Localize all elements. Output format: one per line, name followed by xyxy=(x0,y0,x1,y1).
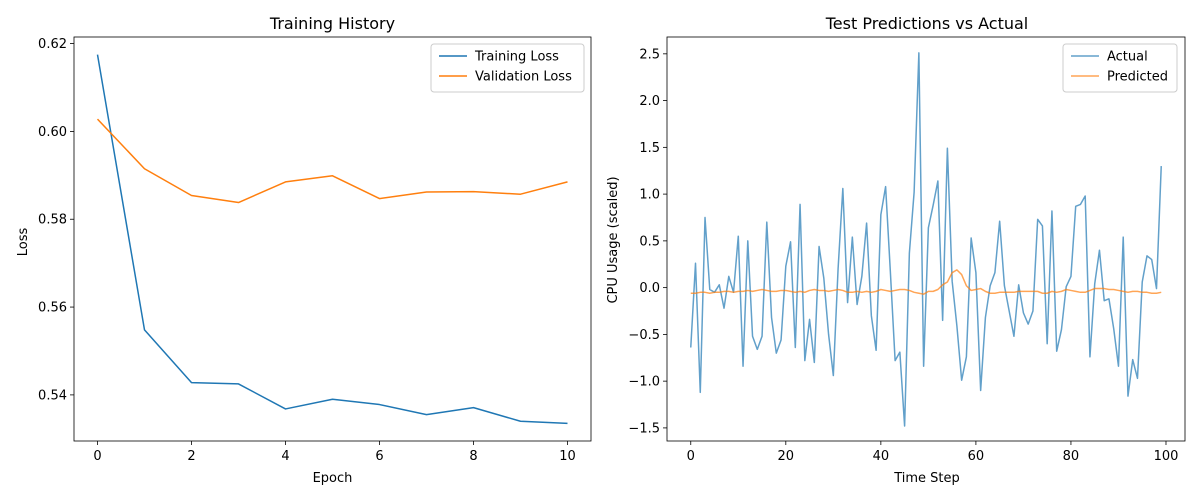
training-history-legend-box xyxy=(430,43,585,93)
test-predictions-ytick-label: 1.5 xyxy=(639,141,660,156)
test-predictions-xtick-label: 80 xyxy=(1063,449,1080,464)
training-history-legend-label: Validation Loss xyxy=(475,70,572,85)
test-predictions-ylabel: CPU Usage (scaled) xyxy=(606,176,621,303)
test-predictions-ytick-label: 0.0 xyxy=(639,281,660,296)
training-history-series-validation-loss xyxy=(96,118,568,204)
test-predictions-ytick-label: −1.0 xyxy=(628,375,660,390)
test-predictions-ytick-label: −1.5 xyxy=(628,421,660,436)
test-predictions-ytick-label: 1.0 xyxy=(639,188,660,203)
test-predictions-xlabel: Time Step xyxy=(893,471,960,486)
test-predictions-plot-area: 0 20 40 60 80 100 −1.5 −1.0 −0.5 0.0 0.5 1.0 1.5 2.0 2… xyxy=(628,36,1186,464)
training-history-xlabel: Epoch xyxy=(313,471,353,486)
test-predictions-ytick-label: 2.5 xyxy=(639,47,660,62)
test-predictions-ytick-label: −0.5 xyxy=(628,328,660,343)
test-predictions-title: Test Predictions vs Actual xyxy=(825,14,1029,33)
training-history-ytick-label: 0.58 xyxy=(38,213,67,228)
training-history-ytick-label: 0.60 xyxy=(38,125,67,140)
training-history-ylabel: Loss xyxy=(16,228,31,257)
test-predictions-xtick-label: 100 xyxy=(1154,449,1179,464)
training-history-legend: Training Loss Validation Loss xyxy=(430,43,585,93)
training-history-xtick-label: 2 xyxy=(187,449,195,464)
training-history-ytick-label: 0.56 xyxy=(38,301,67,316)
test-predictions-legend-label: Actual xyxy=(1107,50,1148,65)
test-predictions-legend: Actual Predicted xyxy=(1062,43,1178,93)
training-history-axes-frame xyxy=(73,36,592,442)
test-predictions-ytick-label: 2.0 xyxy=(639,94,660,109)
training-history-title: Training History xyxy=(269,14,395,33)
training-history-xtick-label: 6 xyxy=(375,449,383,464)
test-predictions-xtick-label: 60 xyxy=(968,449,985,464)
test-predictions-ytick-label: 0.5 xyxy=(639,234,660,249)
training-history-legend-label: Training Loss xyxy=(474,50,559,65)
test-predictions-xtick-label: 20 xyxy=(778,449,795,464)
training-history-ytick-label: 0.54 xyxy=(38,388,67,403)
training-history-xtick-label: 8 xyxy=(469,449,477,464)
training-history-ytick-label: 0.62 xyxy=(38,37,67,52)
training-history-panel: Training History Epoch Loss 0 2 4 6 8 100.540… xyxy=(16,14,592,486)
test-predictions-legend-label: Predicted xyxy=(1107,70,1168,85)
training-history-xtick-label: 4 xyxy=(281,449,289,464)
test-predictions-xtick-label: 0 xyxy=(687,449,695,464)
training-history-plot-area: 0 2 4 6 8 10 0.54 0.56 0.58 0.60 0.62 Training Loss… xyxy=(38,36,592,464)
test-predictions-series-actual xyxy=(690,52,1162,427)
training-history-xtick-label: 0 xyxy=(93,449,101,464)
test-predictions-xtick-label: 40 xyxy=(873,449,890,464)
training-history-xtick-label: 10 xyxy=(559,449,576,464)
test-predictions-series-predicted xyxy=(690,269,1162,295)
test-predictions-panel: Test Predictions vs Actual Time Step CPU… xyxy=(606,14,1186,486)
training-history-series-training-loss xyxy=(96,54,568,425)
test-predictions-axes-frame xyxy=(666,36,1186,442)
